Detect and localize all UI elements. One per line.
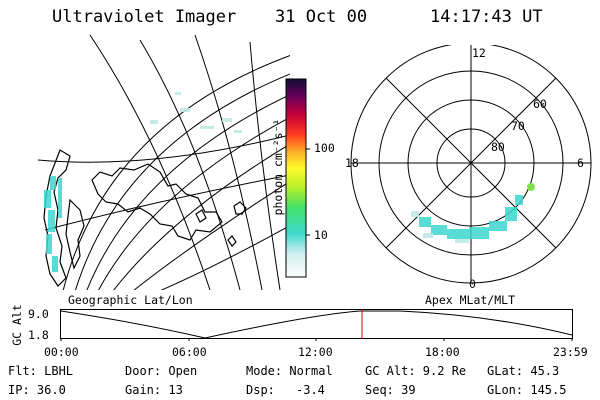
info-mode: Mode: Normal [246, 364, 333, 378]
time-label: 14:17:43 UT [430, 7, 543, 27]
geographic-label: Geographic Lat/Lon [68, 293, 193, 307]
altitude-curve [60, 310, 573, 339]
lat-arc [62, 55, 290, 290]
alt-tick-1-8: 1.8 [28, 328, 49, 342]
instrument-title: Ultraviolet Imager [52, 7, 237, 27]
satellite-position-marker [527, 183, 535, 191]
gc-alt-axis-label: GC Alt [10, 304, 24, 346]
info-glat: GLat: 45.3 [487, 364, 560, 378]
colorbar-unit-label: photon cm⁻²s⁻¹ [271, 118, 285, 216]
x-tick-0600: 06:00 [172, 345, 207, 359]
altitude-plot [60, 309, 573, 341]
colorbar [285, 78, 310, 278]
date-label: 31 Oct 00 [275, 7, 368, 27]
x-tick-2359: 23:59 [553, 345, 588, 359]
mlt-label-6: 6 [577, 156, 584, 170]
colorbar-tick-100: 100 [314, 141, 335, 155]
mlt-label-0: 0 [469, 277, 476, 291]
info-glon: GLon: 145.5 [487, 383, 567, 397]
info-filter: Flt: LBHL [8, 364, 74, 378]
x-tick-1200: 12:00 [298, 345, 333, 359]
info-gain: Gain: 13 [125, 383, 183, 397]
mlt-label-12: 12 [472, 46, 486, 60]
x-tick-1800: 18:00 [425, 345, 460, 359]
lat-label-70: 70 [511, 119, 525, 133]
info-door: Door: Open [125, 364, 198, 378]
colorbar-tick-10: 10 [314, 228, 328, 242]
x-tick-0000: 00:00 [44, 345, 79, 359]
info-gc-alt: GC Alt: 9.2 Re [365, 364, 467, 378]
info-ip: IP: 36.0 [8, 383, 66, 397]
apex-label: Apex MLat/MLT [425, 293, 516, 307]
info-dsp-label: Dsp: [246, 383, 275, 397]
polar-plot [350, 45, 592, 284]
info-seq: Seq: 39 [365, 383, 416, 397]
mlt-label-18: 18 [345, 156, 359, 170]
colorbar-gradient [285, 78, 307, 278]
alt-tick-9: 9.0 [28, 307, 49, 321]
lat-label-60: 60 [533, 97, 547, 111]
info-dsp-value: -3.4 [296, 383, 325, 397]
geographic-map [37, 34, 290, 290]
lat-label-80: 80 [491, 140, 505, 154]
